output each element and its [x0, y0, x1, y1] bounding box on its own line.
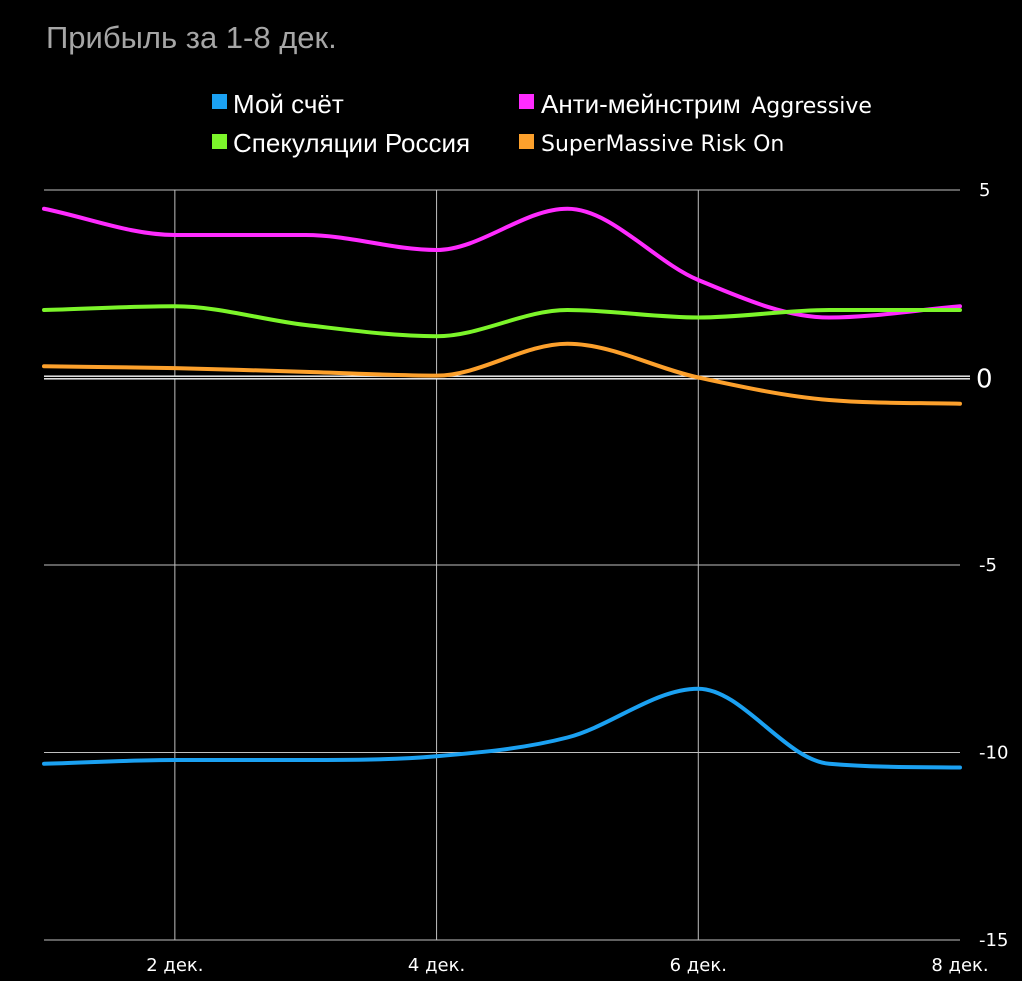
y-tick-label: 0: [976, 365, 993, 395]
series-lines: [42, 206, 962, 770]
legend: Мой счёт Анти-мейнстрим Aggressive Спеку…: [212, 89, 872, 158]
y-axis-ticks: 5 0 -5 -10 -15: [976, 180, 1008, 951]
legend-label-0: Мой счёт: [233, 89, 344, 119]
y-tick-label: -15: [979, 930, 1008, 951]
y-tick-label: -5: [979, 555, 997, 576]
legend-label-main-1: Анти-мейнстрим: [541, 89, 741, 119]
series-line-0: [42, 686, 962, 770]
legend-label-suffix-1: Aggressive: [751, 94, 872, 119]
grid: [44, 189, 960, 941]
legend-item-0: Мой счёт: [212, 89, 344, 119]
legend-item-1: Анти-мейнстрим Aggressive: [519, 89, 872, 119]
x-tick-label: 4 дек.: [408, 955, 465, 976]
legend-swatch-3: [519, 134, 534, 149]
legend-label-suffix-3: SuperMassive Risk On: [541, 132, 784, 157]
y-tick-label: 5: [979, 180, 990, 201]
legend-item-2: Спекуляции Россия: [212, 128, 470, 158]
y-tick-label: -10: [979, 743, 1008, 764]
series-line-1: [42, 206, 962, 320]
legend-label-1: Анти-мейнстрим Aggressive: [541, 89, 872, 119]
series-line-3: [42, 341, 962, 406]
legend-swatch-2: [212, 134, 227, 149]
legend-item-3: SuperMassive Risk On: [519, 132, 784, 157]
chart-title: Прибыль за 1-8 дек.: [46, 20, 337, 55]
legend-label-main-2: Спекуляции Россия: [233, 128, 470, 158]
legend-swatch-0: [212, 94, 227, 109]
x-tick-label: 8 дек.: [931, 955, 988, 976]
legend-swatch-1: [519, 94, 534, 109]
legend-label-main-0: Мой счёт: [233, 89, 344, 119]
x-tick-label: 2 дек.: [146, 955, 203, 976]
legend-label-2: Спекуляции Россия: [233, 128, 470, 158]
legend-label-3: SuperMassive Risk On: [541, 132, 784, 157]
series-line-2: [42, 304, 962, 339]
x-tick-label: 6 дек.: [670, 955, 727, 976]
x-axis-ticks: 2 дек. 4 дек. 6 дек. 8 дек.: [146, 955, 988, 976]
